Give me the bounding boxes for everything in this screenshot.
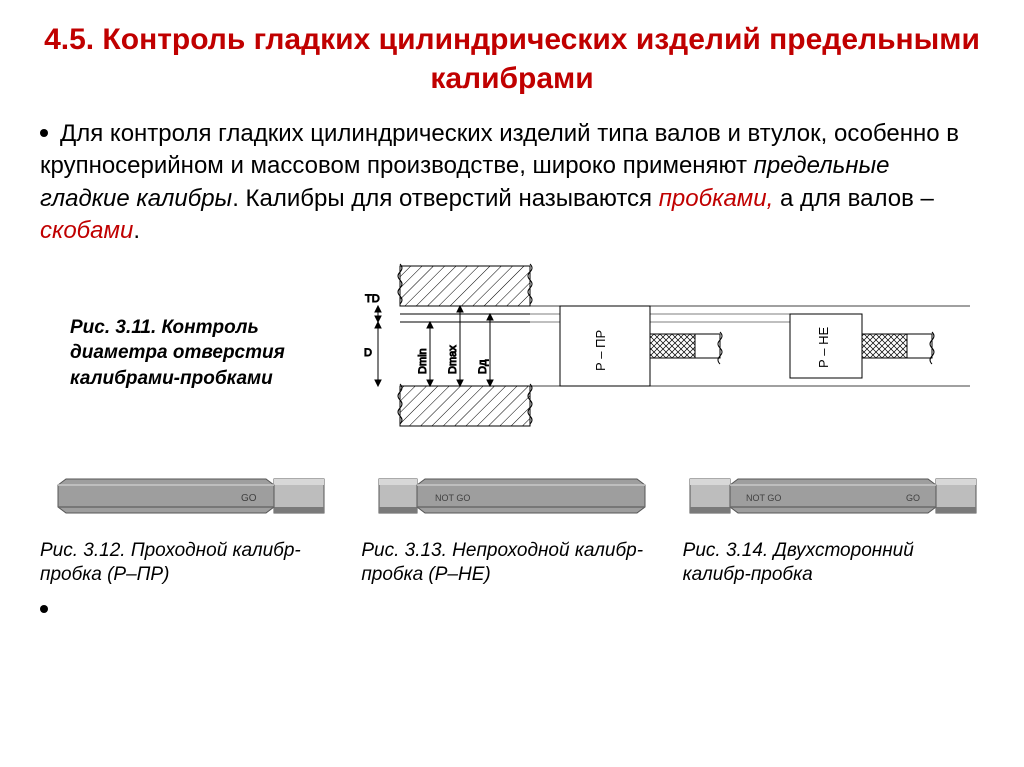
para-t4: пробками, xyxy=(659,185,774,212)
dim-lines: TD D Dmin Dmax Dд xyxy=(364,293,493,386)
fig-313-caption: Рис. 3.13. Непроходной калибр-пробка (Р–… xyxy=(361,539,662,588)
main-paragraph: Для контроля гладких цилиндрических изде… xyxy=(40,118,984,248)
para-t3: . Калибры для отверстий называются xyxy=(232,185,659,212)
svg-text:Dmin: Dmin xyxy=(417,348,429,374)
svg-text:TD: TD xyxy=(365,293,380,305)
svg-text:Dд: Dд xyxy=(477,359,489,374)
diagram-311: TD D Dmin Dmax Dд xyxy=(330,256,984,451)
gauge-notgo-photo: NOT GO xyxy=(377,471,647,521)
svg-text:Р – НЕ: Р – НЕ xyxy=(816,326,831,368)
fig-312-caption: Рис. 3.12. Проходной калибр-пробка (Р–ПР… xyxy=(40,539,341,588)
svg-text:NOT GO: NOT GO xyxy=(435,493,470,503)
para-t6: скобами xyxy=(40,217,133,244)
gauge-double-photo: NOT GO GO xyxy=(688,471,978,521)
svg-text:GO: GO xyxy=(241,493,257,504)
gauge-pr: Р – ПР xyxy=(560,306,722,386)
svg-text:GO: GO xyxy=(906,493,920,503)
bullet-icon xyxy=(40,129,48,137)
bullet-icon-2 xyxy=(40,605,48,613)
para-t5: а для валов – xyxy=(773,185,934,212)
svg-text:NOT GO: NOT GO xyxy=(746,493,781,503)
svg-text:Р – ПР: Р – ПР xyxy=(593,329,608,370)
gauge-ne: Р – НЕ xyxy=(790,314,934,378)
gauge-go-photo: GO xyxy=(56,471,326,521)
hole-section xyxy=(398,264,532,426)
fig-314-caption: Рис. 3.14. Двухсторонний калибр-пробка xyxy=(683,539,984,588)
fig-311-caption: Рис. 3.11. Контроль диаметра отверстия к… xyxy=(70,315,330,392)
svg-text:Dmax: Dmax xyxy=(447,344,459,373)
para-t7: . xyxy=(133,217,140,244)
page-title: 4.5. Контроль гладких цилиндрических изд… xyxy=(40,20,984,98)
svg-text:D: D xyxy=(364,347,372,359)
